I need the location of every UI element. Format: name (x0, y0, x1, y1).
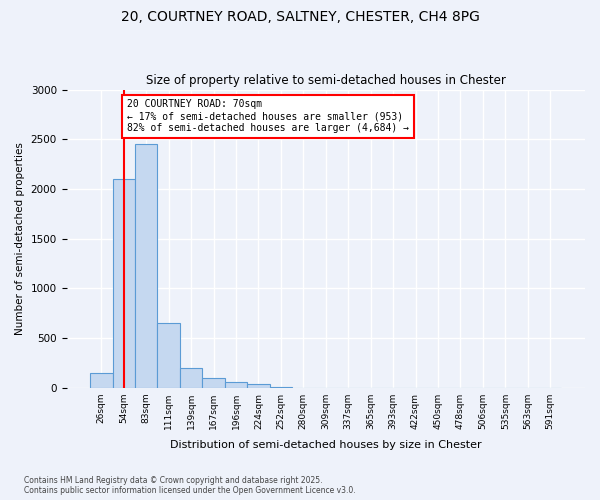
Bar (157, 323, 180, 388)
Bar (202, 378, 225, 388)
Bar (225, 382, 247, 388)
Bar (180, 368, 202, 388)
Text: 20, COURTNEY ROAD, SALTNEY, CHESTER, CH4 8PG: 20, COURTNEY ROAD, SALTNEY, CHESTER, CH4… (121, 10, 479, 24)
Bar (90, 372, 113, 388)
Bar (135, 144, 157, 388)
Text: Contains HM Land Registry data © Crown copyright and database right 2025.
Contai: Contains HM Land Registry data © Crown c… (24, 476, 356, 495)
Title: Size of property relative to semi-detached houses in Chester: Size of property relative to semi-detach… (146, 74, 506, 87)
X-axis label: Distribution of semi-detached houses by size in Chester: Distribution of semi-detached houses by … (170, 440, 482, 450)
Y-axis label: Number of semi-detached properties: Number of semi-detached properties (15, 142, 25, 335)
Text: 20 COURTNEY ROAD: 70sqm
← 17% of semi-detached houses are smaller (953)
82% of s: 20 COURTNEY ROAD: 70sqm ← 17% of semi-de… (127, 100, 409, 132)
Bar (247, 384, 269, 388)
Bar (113, 179, 135, 388)
